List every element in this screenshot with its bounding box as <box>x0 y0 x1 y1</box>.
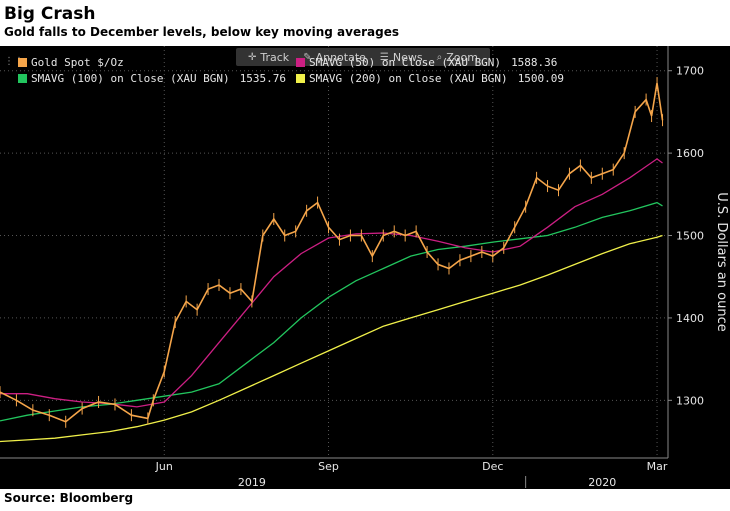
title-block: Big Crash Gold falls to December levels,… <box>0 0 730 46</box>
series-line <box>0 234 663 443</box>
legend-swatch <box>18 74 27 83</box>
legend-entry-gold[interactable]: Gold Spot $/Oz <box>18 56 124 69</box>
legend-entry-smavg200[interactable]: SMAVG (200) on Close (XAU BGN) 1500.09 <box>296 72 564 85</box>
y-tick-label: 1400 <box>676 312 704 325</box>
year-label: 2019 <box>238 476 266 489</box>
track-label: Track <box>260 50 290 64</box>
news-button[interactable]: ☰ News <box>374 51 429 64</box>
legend-swatch <box>296 58 305 67</box>
zoom-icon: ⌕ <box>436 51 443 63</box>
y-tick-label: 1500 <box>676 230 704 243</box>
chart-title: Big Crash <box>4 4 96 24</box>
zoom-button[interactable]: ⌕ Zoom <box>431 51 484 64</box>
x-tick-label: Dec <box>482 460 503 473</box>
drag-handle-icon[interactable]: ⋮⋮ <box>4 56 24 67</box>
annotate-label: Annotate <box>315 50 366 64</box>
legend-value: 1588.36 <box>511 56 558 69</box>
year-label: 2020 <box>588 476 616 489</box>
news-label: News <box>392 50 423 64</box>
source-note: Source: Bloomberg <box>4 491 134 505</box>
legend-label: SMAVG (100) on Close (XAU BGN) <box>31 72 230 85</box>
track-button[interactable]: ✛ Track <box>242 51 295 64</box>
series-line <box>0 201 663 422</box>
legend-entry-smavg50[interactable]: SMAVG (50) on Close (XAU BGN) 1588.36 <box>296 56 557 69</box>
series-line <box>0 158 663 408</box>
legend-label: Gold Spot $/Oz <box>31 56 124 69</box>
legend-value: 1500.09 <box>517 72 565 85</box>
chart-subtitle: Gold falls to December levels, below key… <box>4 25 399 39</box>
legend-label: SMAVG (200) on Close (XAU BGN) <box>309 72 508 85</box>
legend-swatch <box>296 74 305 83</box>
y-tick-label: 1700 <box>676 65 704 78</box>
crosshair-icon: ✛ <box>248 51 257 63</box>
legend-swatch <box>18 58 27 67</box>
zoom-label: Zoom <box>446 50 478 64</box>
legend-entry-smavg100[interactable]: SMAVG (100) on Close (XAU BGN) 1535.76 <box>18 72 286 85</box>
legend-label: SMAVG (50) on Close (XAU BGN) <box>309 56 502 69</box>
series-line <box>0 82 664 423</box>
annotate-button[interactable]: ✎ Annotate <box>297 51 372 64</box>
x-tick-label: Sep <box>318 460 339 473</box>
news-icon: ☰ <box>379 51 389 63</box>
legend-value: 1535.76 <box>239 72 287 85</box>
y-tick-label: 1600 <box>676 147 704 160</box>
chart-panel: 1300 1400 1500 1600 1700 U.S. Dollars an ounc… <box>0 46 730 489</box>
pencil-icon: ✎ <box>303 51 312 63</box>
price-chart: 1300 1400 1500 1600 1700 U.S. Dollars an ounc… <box>0 46 729 489</box>
y-tick-label: 1300 <box>676 394 704 407</box>
x-tick-label: Mar <box>647 460 668 473</box>
y-axis-title: U.S. Dollars an ounce <box>714 192 729 331</box>
x-tick-label: Jun <box>155 460 173 473</box>
